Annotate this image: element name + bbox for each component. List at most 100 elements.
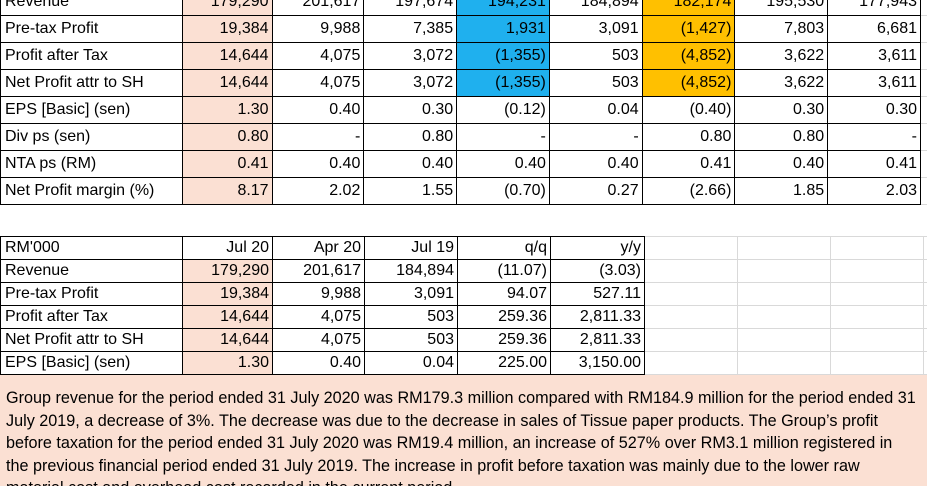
value-cell[interactable]: 3,091	[548, 15, 643, 43]
value-cell[interactable]: 0.40	[271, 150, 365, 178]
column-header-cell[interactable]: q/q	[457, 236, 551, 260]
value-cell[interactable]: 1.30	[181, 96, 273, 124]
value-cell[interactable]: 3,072	[363, 42, 458, 70]
value-cell[interactable]: 0.30	[734, 96, 829, 124]
value-cell[interactable]: 9,988	[271, 15, 365, 43]
value-cell[interactable]: 201,617	[272, 259, 365, 283]
value-cell[interactable]: 0.80	[641, 123, 736, 151]
value-cell[interactable]: 7,385	[363, 15, 458, 43]
value-cell[interactable]: 14,644	[182, 305, 273, 329]
row-label-cell[interactable]: Profit after Tax	[0, 305, 183, 329]
value-cell[interactable]: 0.30	[363, 96, 458, 124]
row-label-cell[interactable]: Net Profit margin (%)	[0, 177, 183, 205]
value-cell[interactable]: 0.41	[827, 150, 921, 178]
value-cell[interactable]: (0.70)	[456, 177, 550, 205]
value-cell[interactable]: 0.04	[364, 351, 458, 375]
value-cell[interactable]: 179,290	[182, 259, 273, 283]
value-cell[interactable]: 177,943	[827, 0, 921, 16]
value-cell[interactable]: 1.30	[182, 351, 273, 375]
value-cell[interactable]: (3.03)	[550, 259, 645, 283]
value-cell[interactable]: 0.30	[827, 96, 921, 124]
value-cell[interactable]: 8.17	[181, 177, 273, 205]
value-cell[interactable]: 2,811.33	[550, 328, 645, 352]
row-label-cell[interactable]: Pre-tax Profit	[0, 282, 183, 306]
value-cell[interactable]: 503	[364, 305, 458, 329]
row-label-cell[interactable]: Revenue	[0, 0, 183, 16]
value-cell[interactable]: 0.80	[734, 123, 829, 151]
empty-cell[interactable]	[920, 96, 927, 124]
row-label-cell[interactable]: NTA ps (RM)	[0, 150, 183, 178]
value-cell[interactable]: 19,384	[182, 282, 273, 306]
empty-cell[interactable]	[920, 0, 927, 16]
row-label-cell[interactable]: Revenue	[0, 259, 183, 283]
value-cell[interactable]: (1,427)	[641, 15, 736, 43]
value-cell[interactable]: 14,644	[181, 69, 273, 97]
value-cell[interactable]: 3,622	[734, 69, 829, 97]
value-cell[interactable]: (4,852)	[641, 69, 736, 97]
empty-cell[interactable]	[920, 177, 927, 205]
row-label-cell[interactable]: Profit after Tax	[0, 42, 183, 70]
value-cell[interactable]: (2.66)	[641, 177, 736, 205]
value-cell[interactable]: -	[548, 123, 643, 151]
value-cell[interactable]: 3,611	[827, 69, 921, 97]
row-label-cell[interactable]: EPS [Basic] (sen)	[0, 351, 183, 375]
value-cell[interactable]: 527.11	[550, 282, 645, 306]
value-cell[interactable]: 14,644	[182, 328, 273, 352]
value-cell[interactable]: 1.55	[363, 177, 458, 205]
value-cell[interactable]: 1.85	[734, 177, 829, 205]
value-cell[interactable]: 94.07	[457, 282, 551, 306]
row-label-cell[interactable]: Div ps (sen)	[0, 123, 183, 151]
value-cell[interactable]: 14,644	[181, 42, 273, 70]
value-cell[interactable]: 0.40	[272, 351, 365, 375]
value-cell[interactable]: (0.40)	[641, 96, 736, 124]
value-cell[interactable]: 0.80	[181, 123, 273, 151]
value-cell[interactable]: 9,988	[272, 282, 365, 306]
value-cell[interactable]: 4,075	[271, 69, 365, 97]
row-label-cell[interactable]: Net Profit attr to SH	[0, 328, 183, 352]
row-label-cell[interactable]: Net Profit attr to SH	[0, 69, 183, 97]
value-cell[interactable]: 1,931	[456, 15, 550, 43]
value-cell[interactable]: 184,894	[364, 259, 458, 283]
value-cell[interactable]: 4,075	[271, 42, 365, 70]
value-cell[interactable]: 0.40	[456, 150, 550, 178]
value-cell[interactable]: (1,355)	[456, 42, 550, 70]
value-cell[interactable]: 0.80	[363, 123, 458, 151]
value-cell[interactable]: 182,174	[641, 0, 736, 16]
value-cell[interactable]: 7,803	[734, 15, 829, 43]
row-label-cell[interactable]: EPS [Basic] (sen)	[0, 96, 183, 124]
value-cell[interactable]: 4,075	[272, 328, 365, 352]
value-cell[interactable]: 0.04	[548, 96, 643, 124]
value-cell[interactable]: 0.27	[548, 177, 643, 205]
value-cell[interactable]: 259.36	[457, 305, 551, 329]
value-cell[interactable]: 19,384	[181, 15, 273, 43]
value-cell[interactable]: 259.36	[457, 328, 551, 352]
value-cell[interactable]: 3,072	[363, 69, 458, 97]
value-cell[interactable]: 225.00	[457, 351, 551, 375]
value-cell[interactable]: 194,231	[456, 0, 550, 16]
value-cell[interactable]: 3,150.00	[550, 351, 645, 375]
value-cell[interactable]: 4,075	[272, 305, 365, 329]
value-cell[interactable]: 503	[548, 42, 643, 70]
value-cell[interactable]: -	[456, 123, 550, 151]
value-cell[interactable]: 2.02	[271, 177, 365, 205]
value-cell[interactable]: 0.41	[181, 150, 273, 178]
value-cell[interactable]: 0.40	[734, 150, 829, 178]
value-cell[interactable]: -	[271, 123, 365, 151]
value-cell[interactable]: 3,091	[364, 282, 458, 306]
column-header-cell[interactable]: Jul 19	[364, 236, 458, 260]
empty-cell[interactable]	[920, 69, 927, 97]
value-cell[interactable]: 6,681	[827, 15, 921, 43]
value-cell[interactable]: 201,617	[271, 0, 365, 16]
value-cell[interactable]: 2.03	[827, 177, 921, 205]
value-cell[interactable]: 0.40	[363, 150, 458, 178]
value-cell[interactable]: (11.07)	[457, 259, 551, 283]
value-cell[interactable]: 0.41	[641, 150, 736, 178]
value-cell[interactable]: 0.40	[271, 96, 365, 124]
value-cell[interactable]: 184,894	[548, 0, 643, 16]
column-header-cell[interactable]: y/y	[550, 236, 645, 260]
value-cell[interactable]: 0.40	[548, 150, 643, 178]
value-cell[interactable]: -	[827, 123, 921, 151]
row-label-cell[interactable]: Pre-tax Profit	[0, 15, 183, 43]
column-header-cell[interactable]: Jul 20	[182, 236, 273, 260]
value-cell[interactable]: 503	[364, 328, 458, 352]
